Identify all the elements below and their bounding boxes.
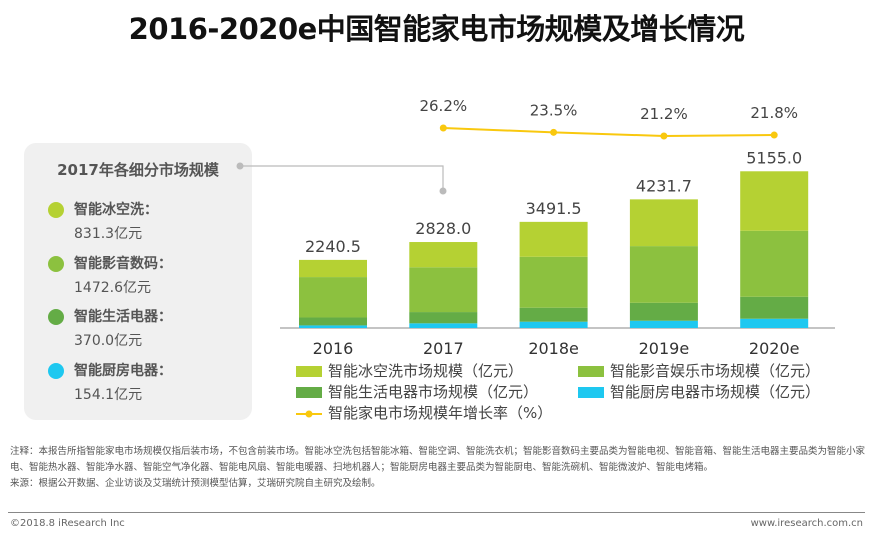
growth-point xyxy=(660,132,668,140)
panel-item-value: 370.0亿元 xyxy=(74,333,143,349)
callout-dot xyxy=(439,187,447,195)
bar-segment xyxy=(740,171,809,231)
growth-label: 23.5% xyxy=(530,101,578,119)
bar-total-label: 4231.7 xyxy=(636,176,692,195)
panel-item-name: 智能影音数码： xyxy=(74,256,172,272)
legend-item: 智能家电市场规模年增长率（%） xyxy=(296,403,552,423)
growth-point xyxy=(439,124,447,132)
x-tick-label: 2016 xyxy=(313,339,354,358)
x-tick-label: 2019e xyxy=(639,339,690,358)
bar-segment xyxy=(740,296,809,319)
notes: 注释：本报告所指智能家电市场规模仅指后装市场，不包含前装市场。智能冰空洗包括智能… xyxy=(10,444,865,492)
dot-icon xyxy=(48,363,64,379)
swatch-icon xyxy=(578,387,604,398)
legend-label: 智能家电市场规模年增长率（%） xyxy=(328,404,553,422)
legend-item: 智能影音娱乐市场规模（亿元） xyxy=(578,361,820,381)
website-link[interactable]: www.iresearch.com.cn xyxy=(750,518,863,529)
bar-segment xyxy=(409,267,478,313)
legend-item: 智能厨房电器市场规模（亿元） xyxy=(578,382,820,402)
copyright: ©2018.8 iResearch Inc xyxy=(10,518,125,529)
line-marker-icon xyxy=(296,410,322,417)
panel-item-name: 智能生活电器： xyxy=(74,309,172,325)
bar-segment xyxy=(519,321,588,328)
panel-item-value: 831.3亿元 xyxy=(74,226,143,242)
panel-item-name: 智能厨房电器： xyxy=(74,363,172,379)
callout-connector xyxy=(240,165,444,188)
legend-item: 智能生活电器市场规模（亿元） xyxy=(296,382,538,402)
bar-segment xyxy=(740,230,809,297)
legend-label: 智能厨房电器市场规模（亿元） xyxy=(610,383,821,401)
dot-icon xyxy=(48,309,64,325)
bar-segment xyxy=(409,323,478,328)
bar-total-label: 3491.5 xyxy=(526,199,582,218)
bar-segment xyxy=(299,259,367,278)
growth-label: 21.2% xyxy=(640,105,688,123)
x-tick-label: 2017 xyxy=(423,339,464,358)
panel-title: 2017年各细分市场规模 xyxy=(57,161,219,179)
bar-total-label: 5155.0 xyxy=(746,148,802,167)
legend-item: 智能冰空洗市场规模（亿元） xyxy=(296,361,523,381)
bar-segment xyxy=(299,325,367,328)
dot-icon xyxy=(48,256,64,272)
panel-item-value: 154.1亿元 xyxy=(74,387,143,403)
footer-divider xyxy=(8,512,865,513)
breakdown-panel: 2017年各细分市场规模 智能冰空洗： 831.3亿元 智能影音数码： 1472… xyxy=(24,143,252,420)
bar-segment xyxy=(299,317,367,326)
swatch-icon xyxy=(578,366,604,377)
bar-segment xyxy=(409,312,478,324)
swatch-icon xyxy=(296,366,322,377)
legend-label: 智能冰空洗市场规模（亿元） xyxy=(328,362,524,380)
bar-segment xyxy=(629,302,698,321)
growth-label: 26.2% xyxy=(419,97,467,115)
bar-segment xyxy=(519,256,588,308)
bar-segment xyxy=(740,318,809,328)
page-title: 2016-2020e中国智能家电市场规模及增长情况 xyxy=(128,12,745,46)
source-text: 来源：根据公开数据、企业访谈及艾瑞统计预测模型估算，艾瑞研究院自主研究及绘制。 xyxy=(10,478,381,489)
bar-segment xyxy=(629,199,698,247)
bar-segment xyxy=(519,307,588,322)
growth-point xyxy=(770,131,778,139)
note-text: 注释：本报告所指智能家电市场规模仅指后装市场，不包含前装市场。智能冰空洗包括智能… xyxy=(10,446,866,473)
panel-item-name: 智能冰空洗： xyxy=(74,202,158,218)
x-tick-label: 2020e xyxy=(749,339,800,358)
dot-icon xyxy=(48,202,64,218)
bar-segment xyxy=(519,221,588,257)
growth-line xyxy=(443,127,775,138)
callout-dot xyxy=(236,162,244,170)
panel-item-value: 1472.6亿元 xyxy=(74,280,151,296)
bar-total-label: 2828.0 xyxy=(415,219,471,238)
bar-total-label: 2240.5 xyxy=(305,237,361,256)
bar-segment xyxy=(629,246,698,303)
x-tick-label: 2018e xyxy=(528,339,579,358)
legend-label: 智能生活电器市场规模（亿元） xyxy=(328,383,539,401)
bar-segment xyxy=(409,242,478,268)
swatch-icon xyxy=(296,387,322,398)
growth-point xyxy=(550,128,558,136)
bar-segment xyxy=(299,277,367,318)
bar-segment xyxy=(629,320,698,328)
legend-label: 智能影音娱乐市场规模（亿元） xyxy=(610,362,821,380)
growth-label: 21.8% xyxy=(750,104,798,122)
